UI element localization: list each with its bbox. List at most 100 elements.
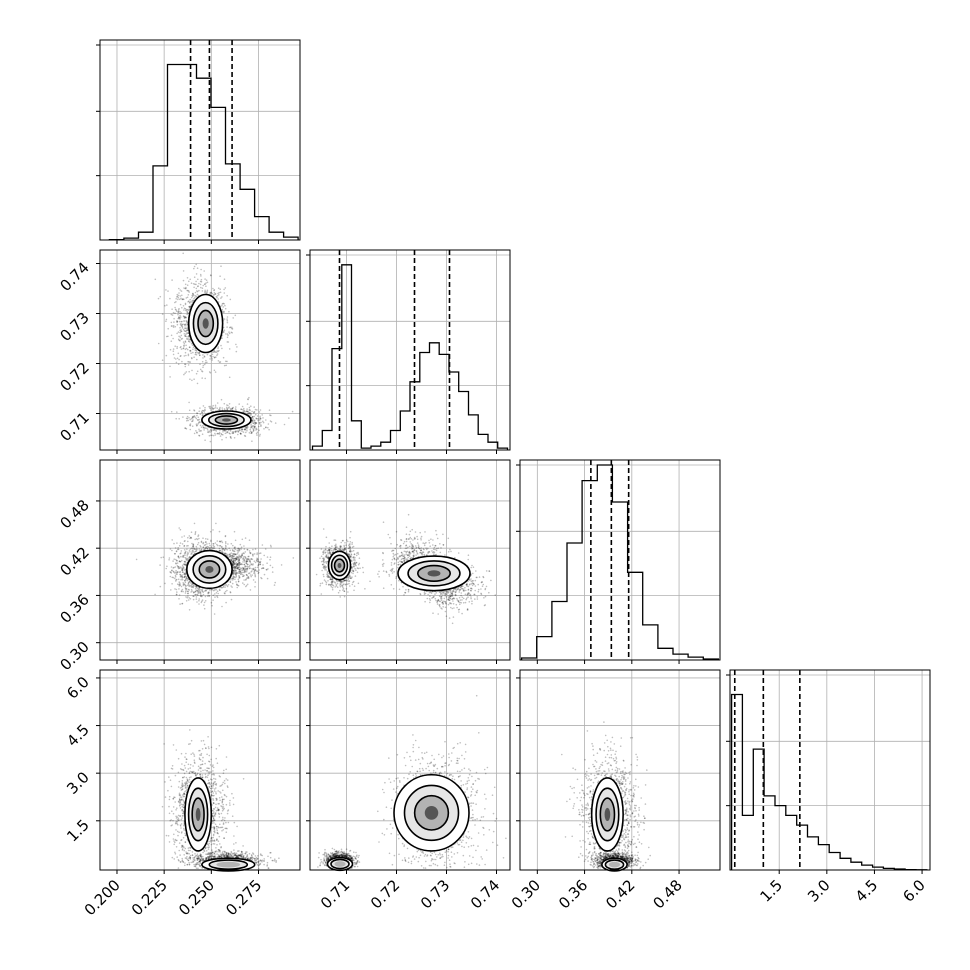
sample-point [245, 410, 248, 413]
sample-point [250, 425, 252, 428]
sample-point [220, 432, 222, 435]
sample-point [231, 586, 233, 588]
sample-point [252, 548, 254, 551]
sample-point [172, 311, 175, 314]
sample-point [237, 556, 240, 559]
sample-point [247, 411, 249, 413]
sample-point [200, 268, 202, 271]
sample-point [214, 432, 216, 435]
sample-point [189, 350, 192, 352]
sample-point [224, 307, 227, 310]
sample-point [256, 553, 258, 556]
sample-point [330, 549, 333, 552]
sample-point [252, 417, 254, 420]
sample-point [174, 301, 176, 304]
sample-point [234, 578, 236, 581]
sample-point [247, 566, 250, 568]
sample-point [166, 565, 168, 568]
sample-point [199, 424, 202, 427]
sample-point [253, 560, 256, 562]
sample-point [181, 320, 183, 323]
sample-point [196, 543, 199, 546]
sample-point [182, 554, 185, 557]
sample-point [243, 409, 245, 412]
sample-point [244, 435, 247, 438]
sample-point [184, 341, 187, 343]
sample-point [242, 571, 244, 574]
sample-point [217, 409, 220, 411]
sample-point [157, 342, 160, 345]
sample-point [184, 554, 186, 556]
sample-point [202, 591, 204, 593]
sample-point [248, 539, 251, 541]
sample-point [257, 419, 259, 422]
sample-point [291, 410, 294, 413]
sample-point [262, 421, 265, 424]
sample-point [227, 334, 229, 337]
sample-point [176, 411, 178, 413]
sample-point [223, 402, 226, 405]
sample-point [242, 559, 245, 561]
sample-point [201, 425, 204, 427]
sample-point [211, 357, 213, 360]
sample-point [182, 416, 184, 418]
sample-point [189, 551, 191, 553]
sample-point [260, 567, 263, 570]
sample-point [189, 424, 191, 426]
sample-point [263, 428, 265, 430]
sample-point [241, 538, 244, 541]
sample-point [228, 403, 231, 405]
sample-point [180, 550, 183, 552]
sample-point [176, 564, 179, 567]
sample-point [204, 439, 206, 442]
sample-point [159, 564, 161, 566]
sample-point [219, 275, 221, 278]
sample-point [283, 423, 286, 426]
sample-point [192, 543, 195, 545]
sample-point [184, 573, 187, 576]
sample-point [248, 412, 251, 415]
sample-point [390, 562, 393, 564]
sample-point [208, 542, 211, 545]
sample-point [176, 542, 178, 544]
sample-point [195, 280, 197, 283]
sample-point [175, 298, 177, 300]
sample-point [238, 403, 240, 405]
sample-point [255, 432, 258, 435]
sample-point [259, 433, 261, 436]
sample-point [233, 437, 236, 439]
sample-point [249, 409, 251, 412]
sample-point [186, 545, 188, 547]
sample-point [256, 409, 258, 411]
sample-point [196, 601, 198, 603]
sample-point [212, 407, 215, 410]
sample-point [216, 407, 218, 410]
sample-point [223, 303, 225, 305]
sample-point [209, 409, 212, 411]
sample-point [267, 568, 269, 570]
sample-point [170, 566, 173, 568]
sample-point [253, 571, 256, 573]
sample-point [465, 589, 467, 592]
sample-point [243, 583, 245, 586]
sample-point [214, 371, 217, 373]
sample-point [240, 546, 243, 548]
sample-point [259, 423, 261, 425]
sample-point [270, 546, 272, 548]
sample-point [178, 581, 180, 583]
sample-point [221, 302, 224, 305]
sample-point [176, 548, 179, 551]
sample-point [230, 598, 233, 601]
sample-point [202, 364, 205, 367]
sample-point [223, 288, 225, 291]
sample-point [238, 572, 240, 574]
sample-point [206, 289, 209, 292]
sample-point [183, 535, 186, 537]
sample-point [170, 334, 173, 337]
sample-point [186, 277, 189, 279]
sample-point [243, 428, 246, 431]
sample-point [177, 313, 179, 316]
sample-point [342, 589, 344, 591]
sample-point [234, 539, 237, 542]
sample-point [184, 323, 186, 326]
